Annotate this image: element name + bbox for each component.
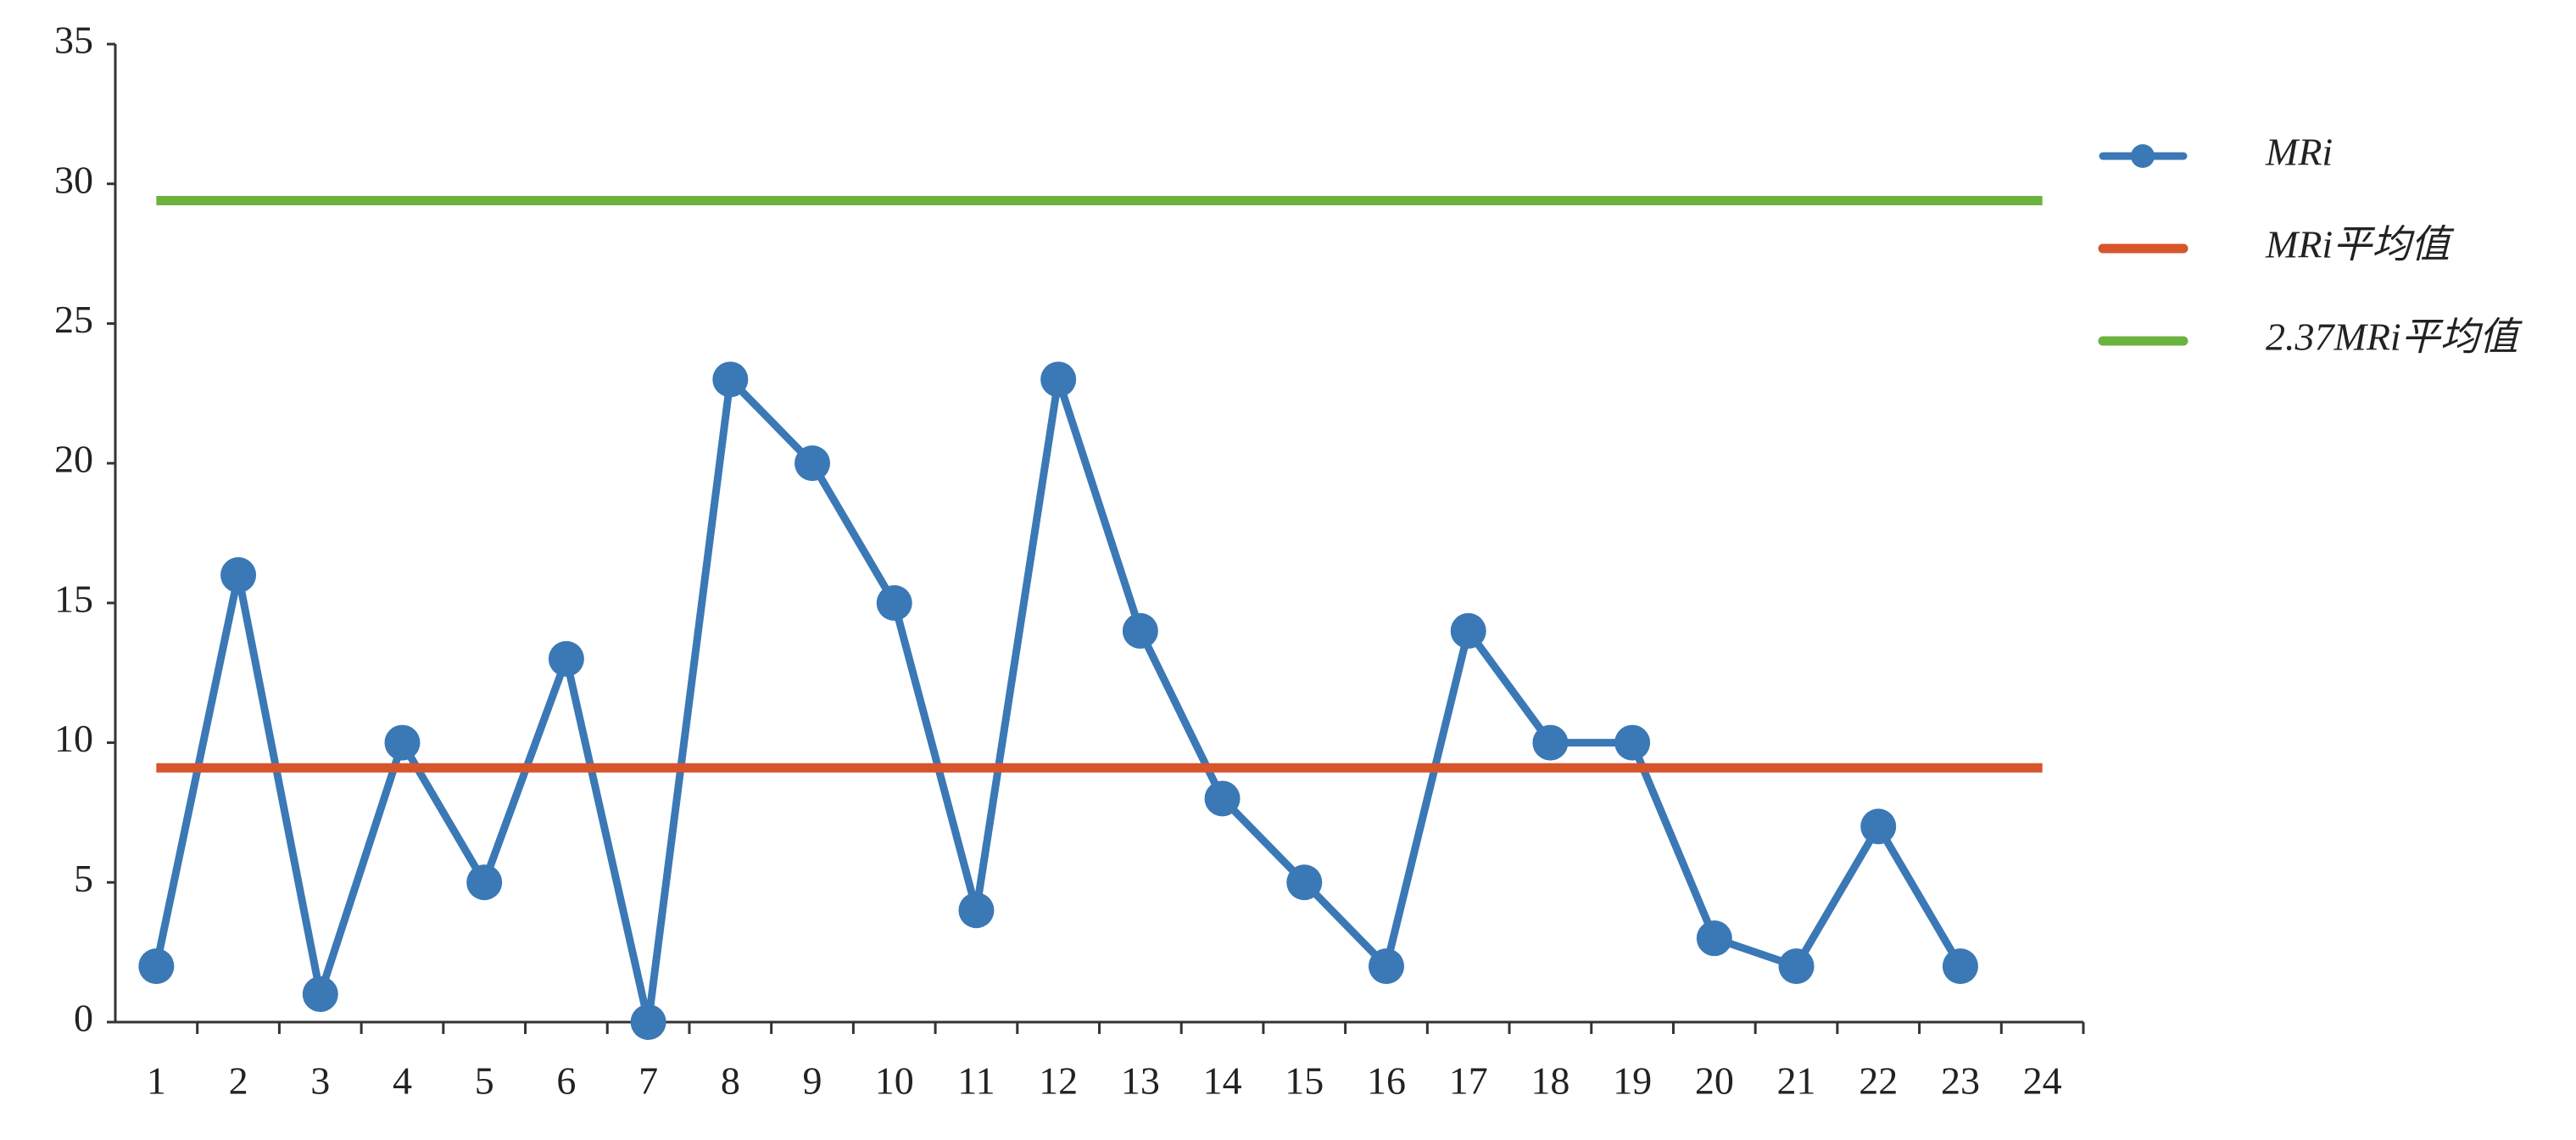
x-tick-label: 2 <box>229 1059 248 1103</box>
legend-label: MRi <box>2265 131 2333 174</box>
data-point <box>1450 612 1486 649</box>
data-point <box>1286 864 1323 901</box>
x-tick-label: 12 <box>1039 1059 1078 1103</box>
series-line <box>152 375 1964 1026</box>
data-point <box>958 892 995 929</box>
data-point <box>876 584 912 621</box>
x-tick-label: 1 <box>147 1059 166 1103</box>
data-point <box>138 948 175 985</box>
legend-label: MRi平均值 <box>2265 223 2455 266</box>
x-tick-label: 21 <box>1777 1059 1816 1103</box>
x-tick-label: 14 <box>1203 1059 1242 1103</box>
x-tick-label: 6 <box>556 1059 576 1103</box>
x-tick-label: 23 <box>1941 1059 1980 1103</box>
y-tick-label: 25 <box>54 298 93 341</box>
y-tick-label: 0 <box>74 997 93 1040</box>
data-point <box>1942 948 1978 985</box>
data-point <box>1860 808 1897 845</box>
x-tick-label: 4 <box>393 1059 412 1103</box>
data-point <box>1696 920 1732 957</box>
y-tick-label: 20 <box>54 438 93 481</box>
data-point <box>1614 724 1651 761</box>
data-point <box>630 1004 666 1040</box>
x-tick-label: 19 <box>1613 1059 1652 1103</box>
data-point <box>712 361 749 398</box>
x-tick-label: 18 <box>1531 1059 1570 1103</box>
data-point <box>795 445 831 482</box>
data-point <box>1122 612 1158 649</box>
y-tick-label: 10 <box>54 717 93 760</box>
x-tick-label: 20 <box>1695 1059 1734 1103</box>
data-point <box>1368 948 1404 985</box>
x-tick-label: 11 <box>957 1059 995 1103</box>
x-tick-label: 7 <box>638 1059 658 1103</box>
x-tick-label: 16 <box>1367 1059 1406 1103</box>
data-point <box>466 864 503 901</box>
data-point <box>220 556 257 593</box>
y-tick-label: 30 <box>54 158 93 201</box>
legend-marker <box>2131 144 2155 168</box>
y-tick-label: 5 <box>74 857 93 900</box>
y-tick-label: 35 <box>54 19 93 62</box>
data-point <box>1040 361 1077 398</box>
data-point <box>1204 780 1241 817</box>
data-point <box>1778 948 1815 985</box>
x-tick-label: 22 <box>1859 1059 1898 1103</box>
x-tick-label: 5 <box>475 1059 494 1103</box>
y-tick-label: 15 <box>54 577 93 620</box>
x-tick-label: 15 <box>1285 1059 1324 1103</box>
x-tick-label: 3 <box>310 1059 330 1103</box>
x-tick-label: 17 <box>1449 1059 1488 1103</box>
data-point <box>548 640 584 677</box>
data-point <box>302 976 338 1013</box>
x-tick-label: 24 <box>2023 1059 2062 1103</box>
legend-label: 2.37MRi平均值 <box>2266 316 2523 359</box>
data-point <box>1532 724 1569 761</box>
x-tick-label: 9 <box>803 1059 822 1103</box>
data-point <box>384 724 421 761</box>
x-tick-label: 8 <box>721 1059 740 1103</box>
x-tick-label: 10 <box>875 1059 914 1103</box>
x-tick-label: 13 <box>1121 1059 1160 1103</box>
